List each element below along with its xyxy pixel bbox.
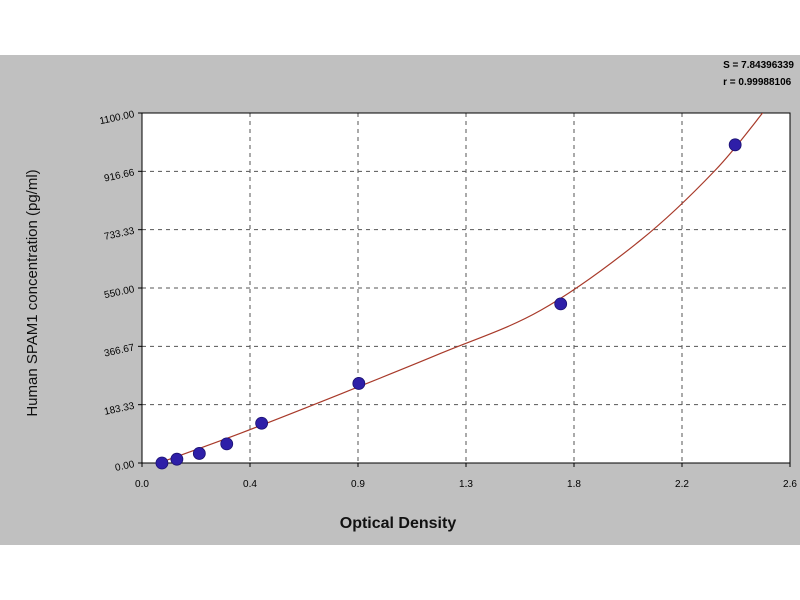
data-point bbox=[352, 377, 366, 390]
data-point bbox=[192, 447, 206, 460]
x-axis-label: Optical Density bbox=[340, 515, 457, 532]
data-point bbox=[554, 297, 568, 311]
x-tick-label: 1.8 bbox=[567, 479, 581, 490]
y-axis-label: Human SPAM1 concentration (pg/ml) bbox=[24, 169, 41, 416]
fit-statistics: S = 7.84396339 r = 0.99988106 bbox=[723, 57, 794, 91]
y-tick-label: 0.00 bbox=[114, 459, 136, 474]
data-point bbox=[255, 416, 269, 430]
x-tick-label: 0.0 bbox=[135, 479, 149, 490]
y-tick-label: 1100.00 bbox=[99, 109, 136, 127]
x-tick-label: 0.4 bbox=[243, 479, 257, 490]
fit-s-value: S = 7.84396339 bbox=[723, 60, 794, 71]
x-tick-label: 2.2 bbox=[675, 479, 689, 490]
y-tick-label: 366.67 bbox=[103, 342, 136, 359]
x-tick-label: 0.9 bbox=[351, 479, 365, 490]
data-point bbox=[155, 456, 169, 470]
x-tick-label: 2.6 bbox=[783, 479, 797, 490]
y-tick-label: 916.66 bbox=[103, 167, 136, 184]
data-point bbox=[220, 437, 234, 451]
y-tick-label: 183.33 bbox=[103, 401, 136, 418]
fit-r-value: r = 0.99988106 bbox=[723, 77, 792, 88]
y-tick-label: 550.00 bbox=[103, 284, 136, 301]
data-point bbox=[728, 138, 742, 152]
standard-curve-chart: 0.0 0.4 0.9 1.3 1.8 2.2 2.6 0.00 183.33 366.67 550… bbox=[24, 109, 797, 532]
data-point bbox=[170, 452, 184, 466]
x-tick-label: 1.3 bbox=[459, 479, 473, 490]
y-tick-label: 733.33 bbox=[103, 226, 136, 243]
chart-panel: S = 7.84396339 r = 0.99988106 0.0 0.4 0.9 1… bbox=[0, 55, 800, 545]
